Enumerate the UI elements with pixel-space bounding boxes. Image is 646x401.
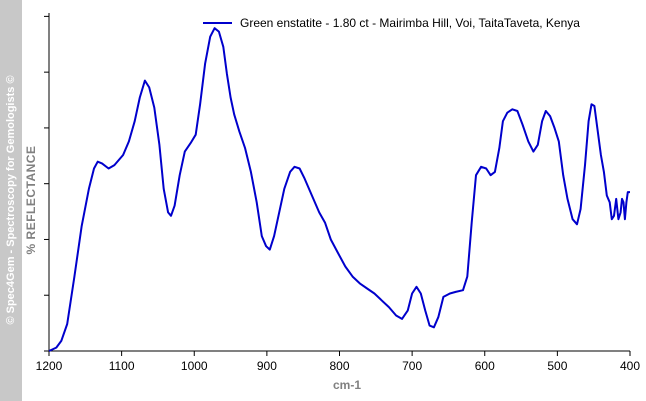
reflectance-curve [48,27,630,352]
legend-label: Green enstatite - 1.80 ct - Mairimba Hil… [240,16,580,30]
x-tick-label: 1100 [109,359,135,373]
x-tick-label: 600 [475,359,495,373]
x-tick-label: 500 [547,359,567,373]
x-tick-label: 700 [402,359,422,373]
x-tick-label: 900 [257,359,277,373]
x-tick-label: 800 [329,359,349,373]
x-axis-label: cm-1 [333,378,361,392]
x-tick-label: 400 [620,359,640,373]
watermark-band [0,0,22,401]
x-tick-label: 1000 [181,359,208,373]
x-tick-label: 1200 [36,359,63,373]
